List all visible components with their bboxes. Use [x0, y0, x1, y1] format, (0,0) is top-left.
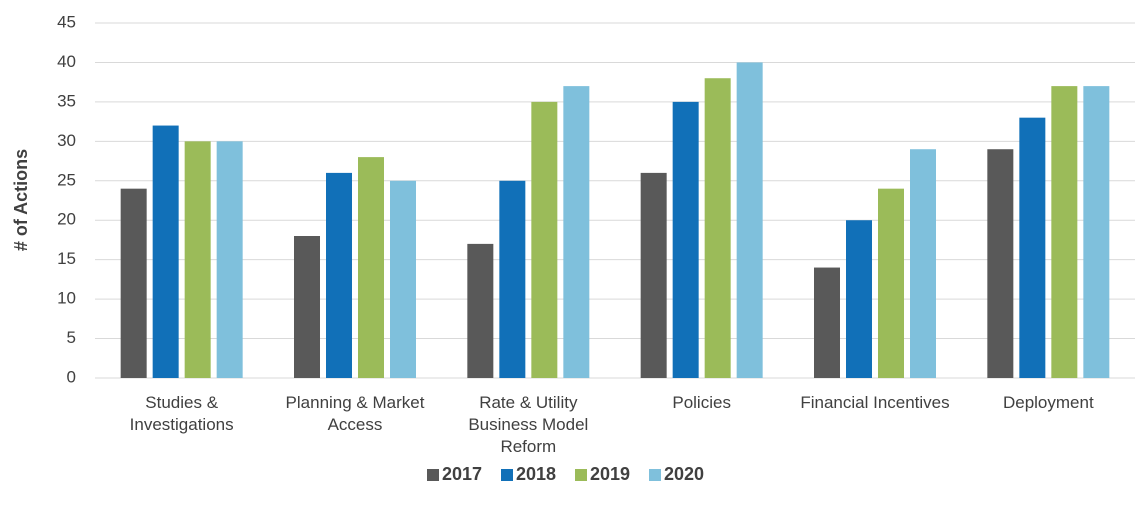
bar — [1019, 117, 1046, 379]
y-tick-label: 40 — [57, 52, 76, 71]
bar — [704, 78, 731, 378]
bar — [152, 125, 179, 378]
x-tick-label: Rate & Utility Business Model Reform — [468, 393, 589, 456]
y-tick-label: 25 — [57, 170, 76, 189]
legend-label: 2020 — [664, 464, 704, 484]
bar — [216, 141, 243, 378]
legend-label: 2017 — [442, 464, 482, 484]
bar — [531, 101, 558, 378]
y-tick-label: 5 — [67, 328, 76, 347]
legend-swatch — [575, 469, 587, 481]
legend-label: 2018 — [516, 464, 556, 484]
x-tick-label: Studies & Investigations — [129, 393, 234, 434]
bar — [358, 157, 384, 378]
x-tick-label: Planning & Market Access — [285, 393, 425, 434]
bar — [390, 180, 416, 378]
bar — [1051, 86, 1078, 378]
bar — [987, 149, 1014, 378]
legend-swatch — [649, 469, 661, 481]
x-tick-label: Policies — [672, 393, 731, 412]
x-tick-label: Deployment — [1002, 393, 1094, 412]
bar — [736, 62, 763, 378]
bar — [563, 86, 590, 378]
bar — [294, 236, 320, 378]
y-tick-label: 15 — [57, 249, 76, 268]
y-tick-label: 10 — [57, 289, 76, 308]
legend-swatch — [501, 469, 513, 481]
legend-label: 2019 — [590, 464, 630, 484]
bar — [672, 101, 699, 378]
bar — [814, 267, 840, 378]
bar — [184, 141, 211, 378]
y-tick-label: 35 — [57, 91, 76, 110]
y-tick-label: 45 — [57, 12, 76, 31]
legend-swatch — [427, 469, 439, 481]
bar — [846, 220, 872, 378]
y-axis-label: # of Actions — [11, 149, 31, 251]
x-tick-label: Financial Incentives — [800, 393, 950, 412]
bar — [120, 188, 147, 378]
y-tick-label: 30 — [57, 131, 76, 150]
bar — [467, 243, 494, 378]
bar — [499, 180, 526, 378]
bar — [878, 188, 904, 378]
y-tick-label: 20 — [57, 210, 76, 229]
bar — [910, 149, 936, 378]
bar — [640, 172, 667, 378]
bar — [326, 172, 352, 378]
bar — [1083, 86, 1110, 378]
y-tick-label: 0 — [67, 367, 76, 386]
